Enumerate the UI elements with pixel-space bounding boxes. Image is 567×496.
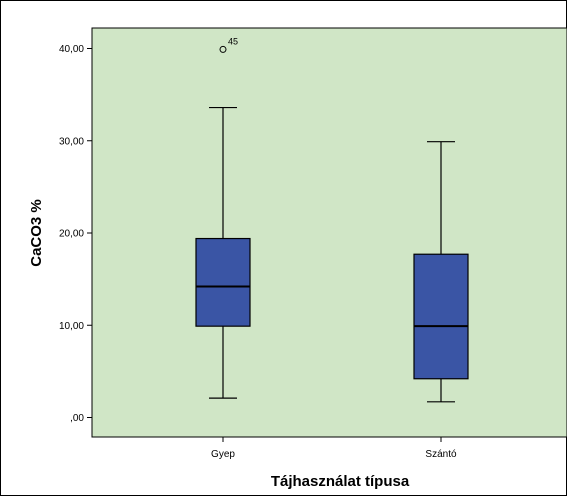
y-tick-label: 20,00	[59, 229, 84, 240]
box-series: 45	[195, 36, 469, 403]
y-tick-label: 40,00	[59, 44, 84, 55]
plot-area	[91, 27, 567, 438]
y-tick-label: ,00	[70, 413, 84, 424]
x-axis: Gyep Szántó	[211, 437, 457, 460]
x-tick-label: Gyep	[211, 449, 235, 460]
box-group: 45	[195, 36, 251, 399]
x-axis-title: Tájhasználat típusa	[271, 473, 410, 490]
outlier-point	[219, 45, 227, 53]
outlier-label: 45	[228, 36, 238, 46]
y-axis-title: CaCO3 %	[28, 199, 45, 267]
iqr-box	[413, 253, 469, 380]
x-tick-label: Szántó	[425, 449, 457, 460]
y-axis: ,00 10,00 20,00 30,00 40,00	[59, 44, 92, 424]
y-tick-label: 30,00	[59, 136, 84, 147]
box-group	[413, 141, 469, 403]
iqr-box	[195, 237, 251, 327]
y-tick-label: 10,00	[59, 321, 84, 332]
